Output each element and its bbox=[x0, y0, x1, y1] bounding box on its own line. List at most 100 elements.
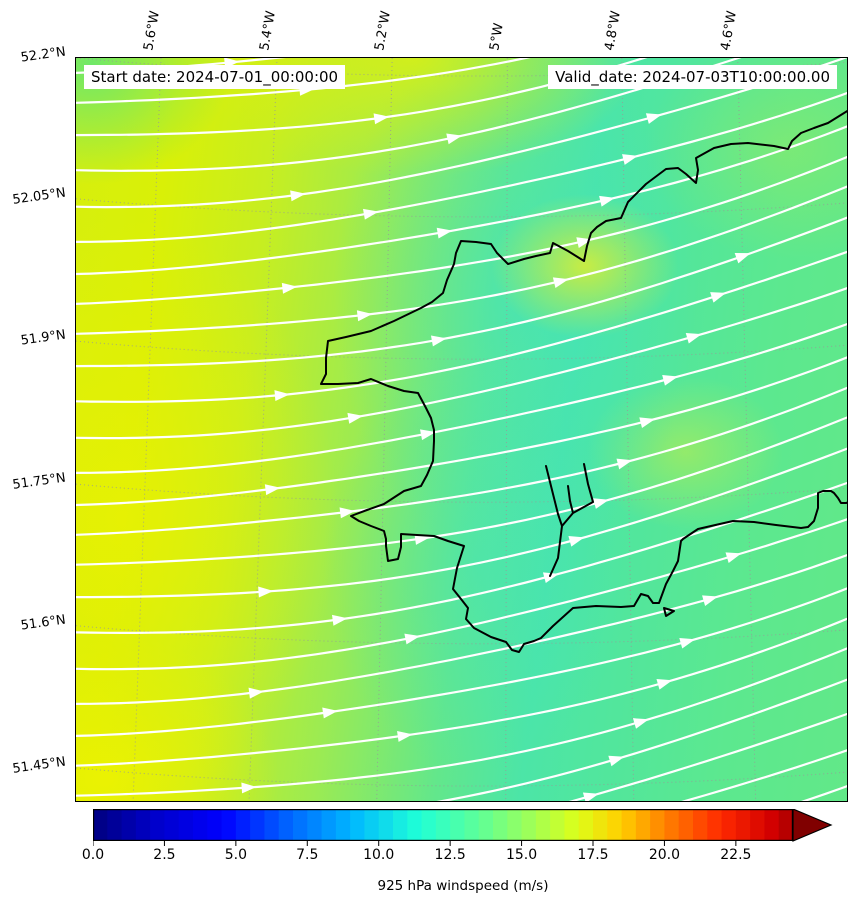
streamline-arrowhead bbox=[339, 507, 356, 519]
streamline-arrowhead bbox=[645, 113, 662, 124]
top-tick-label: 5°W bbox=[487, 22, 508, 52]
left-tick-label: 51.6°N bbox=[19, 612, 67, 634]
streamline-arrowhead bbox=[542, 572, 559, 584]
streamline-arrowhead bbox=[281, 282, 298, 294]
streamline bbox=[76, 185, 847, 335]
colorbar-label: 925 hPa windspeed (m/s) bbox=[377, 878, 549, 894]
streamline-arrowhead bbox=[656, 679, 673, 690]
left-tick-label: 51.45°N bbox=[11, 754, 67, 777]
streamline-arrowhead bbox=[662, 374, 679, 386]
streamline-arrowhead bbox=[639, 417, 656, 429]
streamline-arrowhead bbox=[241, 782, 257, 794]
streamline-arrowhead bbox=[322, 707, 338, 719]
top-tick-label: 5.2°W bbox=[372, 9, 395, 52]
streamline bbox=[76, 518, 847, 671]
streamline-arrowhead bbox=[608, 755, 625, 767]
streamline bbox=[76, 553, 847, 706]
streamline-arrowhead bbox=[331, 614, 348, 626]
colorbar-tick-label: 15.0 bbox=[505, 847, 538, 863]
streamline bbox=[76, 647, 847, 797]
colorbar-tick-label: 20.0 bbox=[648, 847, 681, 863]
streamline-arrowhead bbox=[685, 332, 702, 344]
streamline-arrowhead bbox=[616, 458, 633, 470]
streamline-arrowhead bbox=[290, 190, 306, 202]
map-panel: Start date: 2024-07-01_00:00:00 Valid_da… bbox=[75, 57, 848, 802]
streamline-arrowhead bbox=[264, 484, 281, 496]
streamline-arrowhead bbox=[582, 792, 599, 801]
colorbar-tick-label: 5.0 bbox=[224, 847, 247, 863]
colorbar-gradient bbox=[92, 808, 833, 846]
left-tick-label: 52.2°N bbox=[19, 44, 67, 66]
streamline-arrowhead bbox=[404, 633, 421, 645]
streamline bbox=[76, 287, 847, 440]
streamline bbox=[76, 356, 847, 507]
top-tick-label: 5.4°W bbox=[257, 9, 279, 52]
colorbar-tick-label: 12.5 bbox=[434, 847, 466, 863]
streamline-arrowhead bbox=[436, 227, 453, 239]
colorbar-tick-label: 0.0 bbox=[81, 847, 105, 863]
streamline-arrowhead bbox=[552, 277, 569, 289]
streamline bbox=[76, 447, 847, 599]
colorbar-tick-label: 17.5 bbox=[577, 847, 609, 863]
streamline bbox=[76, 58, 648, 137]
coastline-layer bbox=[320, 110, 847, 653]
streamline bbox=[76, 386, 847, 536]
start-date-annotation: Start date: 2024-07-01_00:00:00 bbox=[84, 65, 346, 89]
wind-streamlines bbox=[76, 58, 847, 801]
streamline bbox=[76, 91, 847, 244]
valid-date-annotation: Valid_date: 2024-07-03T10:00:00.00 bbox=[548, 65, 837, 89]
left-tick-label: 52.05°N bbox=[11, 185, 67, 208]
left-tick-label: 51.9°N bbox=[19, 327, 67, 349]
top-tick-label: 4.8°W bbox=[601, 9, 624, 52]
colorbar-tick-label: 7.5 bbox=[296, 847, 319, 863]
streamline-arrowhead bbox=[248, 687, 265, 699]
streamline bbox=[76, 125, 847, 276]
streamline bbox=[76, 216, 847, 368]
streamline bbox=[76, 155, 847, 306]
streamline bbox=[681, 749, 847, 801]
top-tick-label: 4.6°W bbox=[717, 9, 740, 52]
streamline-arrowhead bbox=[702, 595, 718, 606]
streamline bbox=[76, 58, 742, 172]
streamline bbox=[76, 587, 847, 738]
map-canvas bbox=[76, 58, 847, 801]
streamline-arrowhead bbox=[679, 637, 696, 649]
left-tick-label: 51.75°N bbox=[11, 470, 67, 493]
streamline-arrowhead bbox=[710, 292, 727, 303]
streamline bbox=[568, 712, 847, 801]
coastline-estuaries bbox=[545, 463, 594, 577]
streamline bbox=[76, 416, 847, 566]
streamline-arrowhead bbox=[725, 552, 742, 563]
streamline-arrowhead bbox=[446, 133, 463, 145]
streamline-arrowhead bbox=[734, 252, 751, 264]
streamline-arrowhead bbox=[347, 412, 364, 424]
colorbar-tick-label: 10.0 bbox=[363, 847, 395, 863]
streamline bbox=[76, 250, 847, 403]
colorbar: 0.0 2.5 5.0 7.5 10.0 12.5 15.0 17.5 20.0 22.5 bbox=[82, 808, 838, 879]
streamline bbox=[436, 678, 847, 801]
coastline-wales bbox=[320, 110, 847, 653]
streamline-arrowhead bbox=[632, 718, 649, 729]
streamline bbox=[76, 58, 531, 104]
streamline-arrowhead bbox=[568, 536, 585, 547]
streamline-arrowhead bbox=[356, 310, 373, 322]
streamline-arrowhead bbox=[593, 498, 609, 509]
colorbar-tick-label: 22.5 bbox=[720, 847, 752, 863]
coastline-islet bbox=[663, 607, 675, 617]
streamline-arrowhead bbox=[258, 586, 274, 598]
streamline bbox=[76, 58, 847, 209]
top-tick-label: 5.6°W bbox=[141, 9, 163, 52]
streamline-arrowhead bbox=[599, 195, 615, 207]
streamline bbox=[76, 322, 847, 475]
streamline-arrowhead bbox=[419, 429, 436, 441]
streamline bbox=[76, 617, 847, 767]
colorbar-tick-label: 2.5 bbox=[153, 847, 176, 863]
streamline-arrowhead bbox=[430, 335, 447, 347]
streamline-arrowhead bbox=[622, 154, 638, 165]
streamline-arrowhead bbox=[274, 390, 290, 402]
streamline-arrowhead bbox=[397, 731, 413, 742]
streamline-arrowhead bbox=[373, 113, 390, 125]
streamline-arrowhead bbox=[414, 533, 431, 545]
streamline-arrowhead bbox=[362, 208, 379, 220]
